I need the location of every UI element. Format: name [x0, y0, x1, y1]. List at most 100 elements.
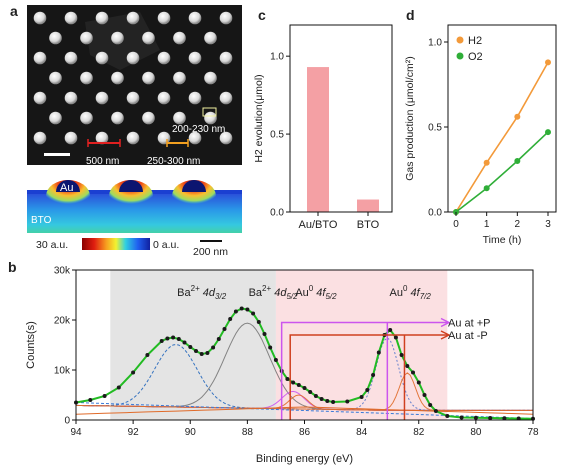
measured-point-6: [159, 339, 164, 343]
gas-xtick-label-1: 1: [484, 219, 490, 230]
fit-component-5: [75, 372, 533, 411]
measured-point-29: [291, 380, 296, 385]
sem-pillar-22: [111, 71, 124, 85]
colorbar-high-label: 30 a.u.: [36, 239, 68, 251]
background-line-2: [75, 406, 534, 415]
h2-bar-chart: Au/BTO BTO 0.0 0.5 1.0 H2 evolution(μmol): [253, 24, 393, 231]
sem-pillar-30: [157, 91, 171, 105]
sim-scalebar: [200, 240, 222, 242]
peak-label-sup-3: 0: [403, 284, 408, 293]
xps-xlabel: Binding energy (eV): [256, 453, 353, 465]
sem-image: 200-230 nm 500 nm 250-300 nm: [27, 5, 242, 167]
sem-pillars: [33, 11, 233, 145]
gas-ylabel: Gas production (μmol/cm²): [404, 56, 416, 181]
au-particle-3: [182, 180, 206, 192]
measured-point-1: [88, 398, 93, 402]
xps-xtick-label-5: 84: [356, 427, 368, 438]
measured-point-28: [285, 377, 290, 381]
panel-b-label: b: [8, 259, 17, 275]
xps-ylabel: Counts(s): [25, 321, 37, 369]
measured-point-16: [216, 337, 221, 341]
peak-label-sup-2: 0: [309, 284, 314, 293]
measured-point-56: [502, 416, 507, 421]
peak-label-base-0: Ba: [177, 287, 191, 299]
gap-label: 250-300 nm: [147, 156, 200, 167]
sem-pillar-32: [219, 91, 233, 105]
xps-xtick-label-7: 80: [470, 427, 482, 438]
measured-point-36: [331, 400, 336, 404]
sem-pillar-1: [64, 11, 78, 25]
sem-pillar-26: [33, 91, 47, 105]
measured-point-13: [199, 352, 204, 356]
sem-pillar-20: [49, 71, 62, 85]
measured-point-5: [145, 353, 150, 357]
measured-point-4: [131, 370, 136, 375]
xps-xtick-label-2: 90: [185, 427, 197, 438]
series-0-point-3: [545, 59, 551, 66]
measured-point-40: [371, 373, 376, 377]
bar-category-0: Au/BTO: [299, 219, 338, 231]
peak-label-0: Ba2+ 4d3/2: [177, 284, 227, 301]
measured-point-19: [233, 309, 238, 314]
pitch-arrow-ends: [87, 139, 121, 147]
peak-label-1: Ba2+ 4d5/2: [249, 284, 299, 301]
measured-point-43: [388, 328, 393, 332]
background-line-1: [75, 402, 534, 419]
sem-pillar-16: [126, 51, 140, 65]
shaded-region-0: [110, 270, 276, 420]
series-1-point-2: [514, 158, 521, 164]
measured-point-8: [171, 335, 176, 340]
sem-pillar-34: [80, 111, 93, 125]
arrow-label-0: Au at +P: [448, 318, 491, 330]
xps-ytick-label-3: 30k: [54, 266, 71, 277]
sem-pillar-2: [95, 11, 109, 25]
measured-point-22: [251, 311, 256, 316]
sem-pillar-9: [111, 31, 124, 45]
sem-pillar-11: [173, 31, 186, 45]
sem-pillar-19: [219, 51, 233, 65]
sem-pillar-29: [126, 91, 140, 105]
measured-point-46: [405, 364, 410, 368]
sem-pillar-12: [204, 31, 217, 45]
bar-ytick-label-2: 1.0: [270, 52, 284, 63]
measured-point-3: [116, 385, 121, 390]
sem-pillar-13: [33, 51, 47, 65]
bar-0: [307, 67, 329, 212]
peak-label-base-3: Au: [390, 287, 403, 299]
gas-ytick-label-0: 0.0: [428, 208, 442, 219]
sem-pillar-27: [64, 91, 78, 105]
sem-pillar-39: [33, 131, 47, 145]
gas-production-chart: H2 O2 0 1 2 3 0.0 0.5 1.0 Time (h) Gas production …: [404, 24, 557, 246]
arrow-label-1: Au at -P: [448, 330, 488, 342]
measured-point-48: [416, 380, 421, 385]
measured-point-12: [194, 349, 198, 353]
pillar-size-label: 200-230 nm: [172, 124, 225, 135]
peak-label-sub-0: 3/2: [215, 292, 227, 301]
bar-ytick-label-1: 0.5: [270, 130, 284, 141]
sem-pillar-33: [49, 111, 62, 125]
series-line-0: [455, 62, 549, 213]
sem-pillar-31: [188, 91, 202, 105]
sem-pillar-0: [33, 11, 47, 25]
measured-point-11: [188, 345, 193, 349]
measured-point-23: [256, 320, 261, 324]
xps-xtick-label-6: 82: [413, 427, 425, 438]
peak-label-mid-0: 4d: [200, 287, 216, 299]
arrow-head-0: [440, 317, 451, 328]
bar-ylabel: H2 evolution(μmol): [253, 74, 265, 162]
measured-point-7: [165, 336, 170, 341]
gas-ytick-label-2: 1.0: [428, 38, 442, 49]
sem-pillar-35: [111, 111, 124, 125]
measured-point-53: [459, 415, 464, 420]
gas-xtick-label-2: 2: [515, 219, 521, 230]
measured-point-26: [273, 358, 278, 362]
measured-point-55: [488, 416, 493, 420]
measured-point-49: [422, 393, 427, 397]
measured-point-24: [262, 332, 267, 336]
xps-xtick-label-1: 92: [128, 427, 140, 438]
measured-point-21: [245, 307, 250, 312]
measured-point-54: [473, 415, 478, 420]
measured-point-18: [228, 317, 233, 321]
xps-xtick-label-0: 94: [70, 427, 82, 438]
